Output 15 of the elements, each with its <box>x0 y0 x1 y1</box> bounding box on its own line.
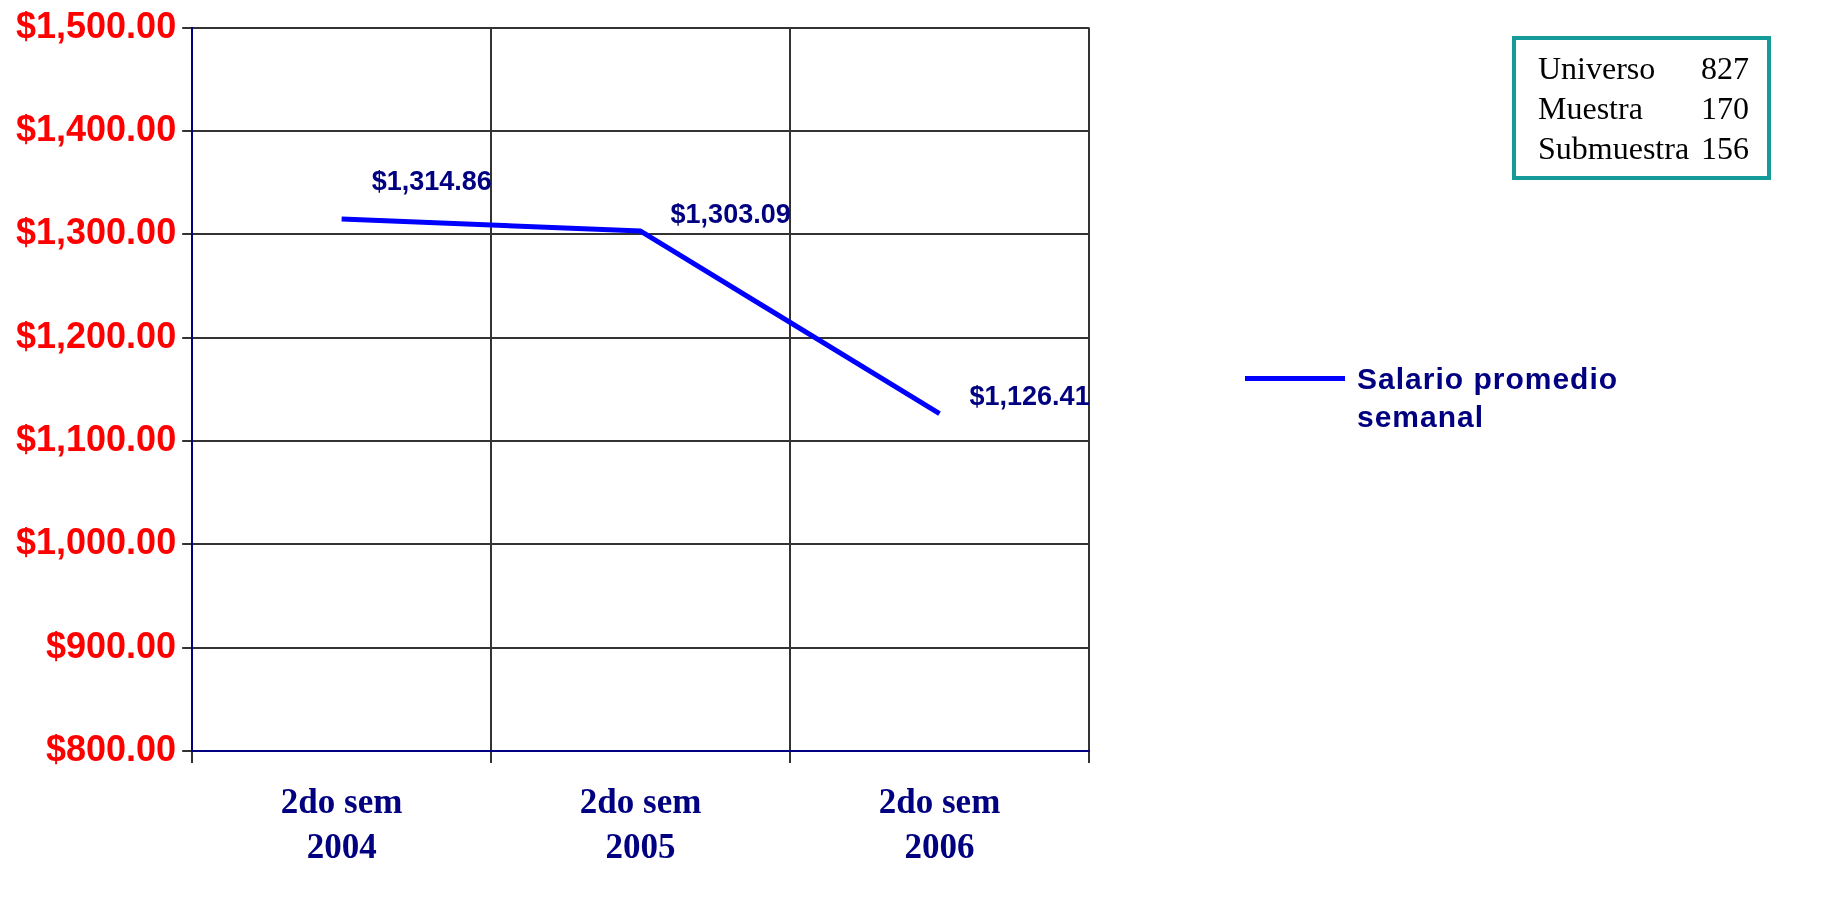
y-tick-label: $1,500.00 <box>16 4 177 46</box>
y-tick-label: $1,400.00 <box>16 107 177 149</box>
y-tick-label: $1,000.00 <box>16 521 177 563</box>
y-tick-label: $900.00 <box>46 624 177 666</box>
x-tick-label: 2do sem 2004 <box>280 781 403 867</box>
y-tick-label: $800.00 <box>46 727 177 769</box>
text: Universo 827 <box>1538 50 1750 86</box>
x-tick-label: 2do sem 2006 <box>878 781 1001 867</box>
y-tick-label: $1,100.00 <box>16 417 177 459</box>
text: Muestra 170 <box>1538 90 1750 126</box>
y-tick-label: $1,200.00 <box>16 314 177 356</box>
x-tick-label: 2do sem 2005 <box>579 781 702 867</box>
y-tick-label: $1,300.00 <box>16 211 177 253</box>
legend-label: Salario promedio semanal <box>1357 361 1620 435</box>
text: Submuestra 156 <box>1538 129 1750 168</box>
